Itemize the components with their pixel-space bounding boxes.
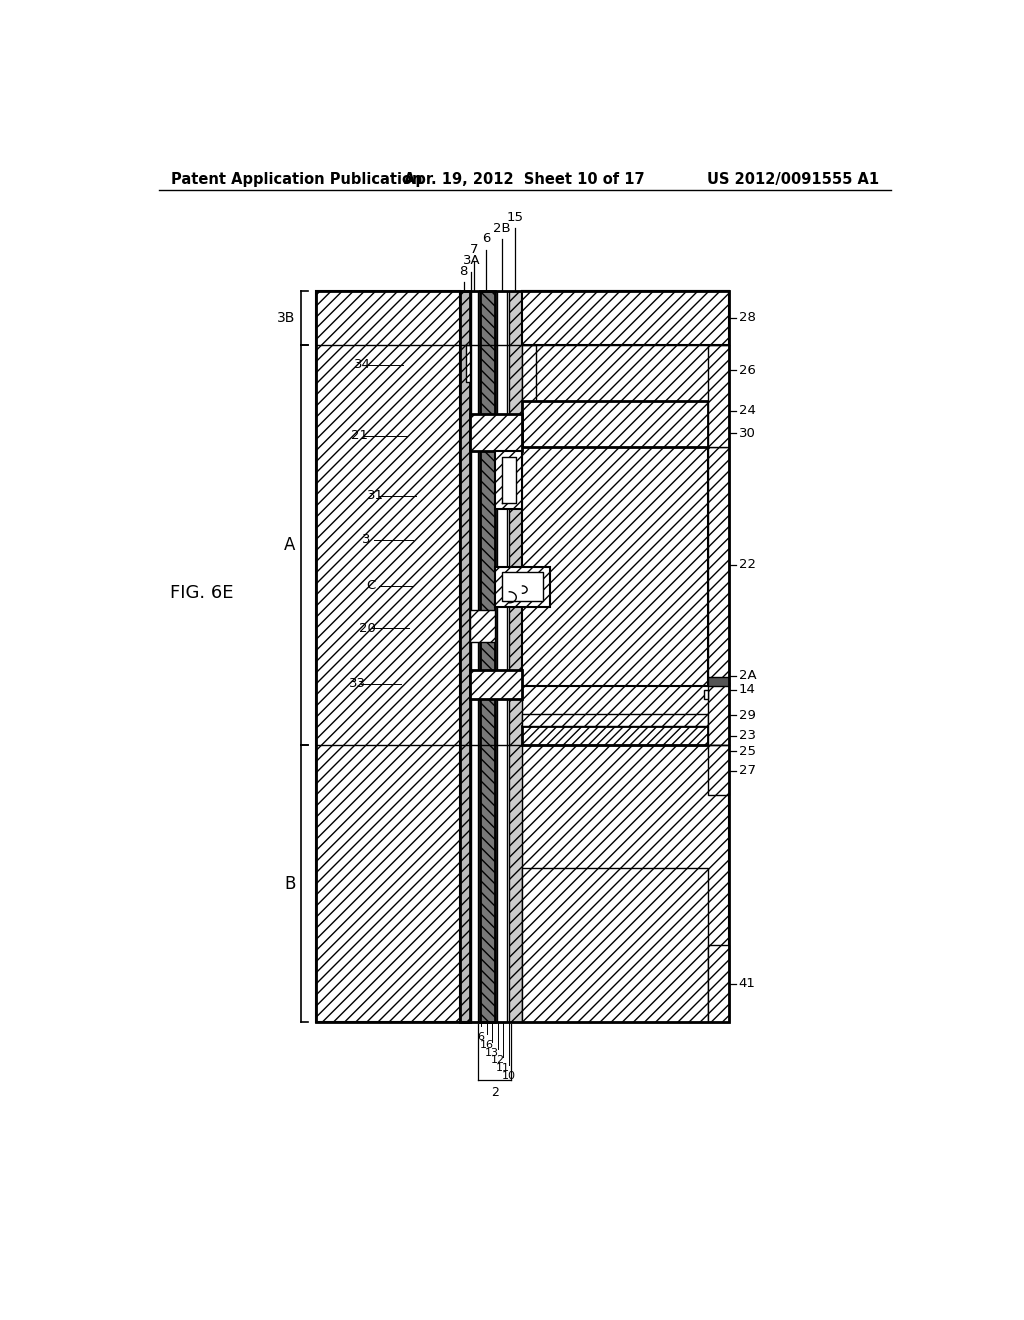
Bar xyxy=(522,401,708,447)
Text: 20: 20 xyxy=(359,622,376,635)
Text: Apr. 19, 2012  Sheet 10 of 17: Apr. 19, 2012 Sheet 10 of 17 xyxy=(404,173,645,187)
Text: 26: 26 xyxy=(738,363,756,376)
Bar xyxy=(708,345,729,447)
Text: US 2012/0091555 A1: US 2012/0091555 A1 xyxy=(707,173,879,187)
Text: 6: 6 xyxy=(477,1032,484,1043)
Bar xyxy=(703,689,708,700)
Text: 3A: 3A xyxy=(463,253,480,267)
Bar xyxy=(708,744,729,795)
Text: C: C xyxy=(367,579,376,593)
Text: 2: 2 xyxy=(490,1086,499,1100)
Bar xyxy=(316,290,460,1022)
Text: 21: 21 xyxy=(351,429,369,442)
Text: FIG. 6E: FIG. 6E xyxy=(170,585,233,602)
Text: 11: 11 xyxy=(496,1063,510,1073)
Bar xyxy=(522,726,708,744)
Text: 15: 15 xyxy=(506,211,523,224)
Bar xyxy=(522,345,537,403)
Bar xyxy=(497,290,507,1022)
Text: 34: 34 xyxy=(354,358,371,371)
Bar xyxy=(470,669,522,700)
Text: 8: 8 xyxy=(460,265,468,277)
Text: 27: 27 xyxy=(738,764,756,777)
Text: 2B: 2B xyxy=(493,222,510,235)
Bar xyxy=(466,345,470,381)
Bar xyxy=(522,869,708,1022)
Bar xyxy=(708,945,729,1022)
Text: 10: 10 xyxy=(502,1071,515,1081)
Bar xyxy=(708,677,729,686)
Bar xyxy=(480,290,496,1022)
Bar xyxy=(502,572,544,601)
Bar xyxy=(471,290,478,1022)
Bar xyxy=(708,682,729,744)
Bar xyxy=(460,290,470,1022)
Bar xyxy=(470,414,522,451)
Text: 3: 3 xyxy=(362,533,371,546)
Text: 3B: 3B xyxy=(278,310,295,325)
Text: 29: 29 xyxy=(738,709,756,722)
Bar xyxy=(522,290,729,1022)
Text: 16: 16 xyxy=(480,1040,494,1049)
Text: Patent Application Publication: Patent Application Publication xyxy=(171,173,422,187)
Text: 2A: 2A xyxy=(738,669,757,682)
Bar xyxy=(496,566,550,607)
Text: 33: 33 xyxy=(349,677,366,690)
Bar xyxy=(708,447,729,686)
Text: 31: 31 xyxy=(367,490,384,502)
Bar xyxy=(522,290,729,345)
Text: 6: 6 xyxy=(482,232,490,246)
Text: B: B xyxy=(284,875,295,892)
Text: 24: 24 xyxy=(738,404,756,417)
Text: 23: 23 xyxy=(738,730,756,742)
Text: 14: 14 xyxy=(738,684,756,696)
Text: 30: 30 xyxy=(738,426,756,440)
Text: 28: 28 xyxy=(738,312,756,325)
Bar xyxy=(509,290,522,1022)
Bar xyxy=(496,451,522,508)
Bar xyxy=(316,290,729,1022)
Bar xyxy=(502,457,516,503)
Text: 7: 7 xyxy=(470,243,478,256)
Bar xyxy=(522,447,708,686)
Bar xyxy=(470,610,496,642)
Text: 41: 41 xyxy=(738,977,756,990)
Text: 12: 12 xyxy=(490,1056,505,1065)
Bar xyxy=(522,714,708,726)
Text: A: A xyxy=(284,536,295,554)
Text: 13: 13 xyxy=(485,1048,500,1057)
Text: 22: 22 xyxy=(738,558,756,572)
Text: 25: 25 xyxy=(738,744,756,758)
